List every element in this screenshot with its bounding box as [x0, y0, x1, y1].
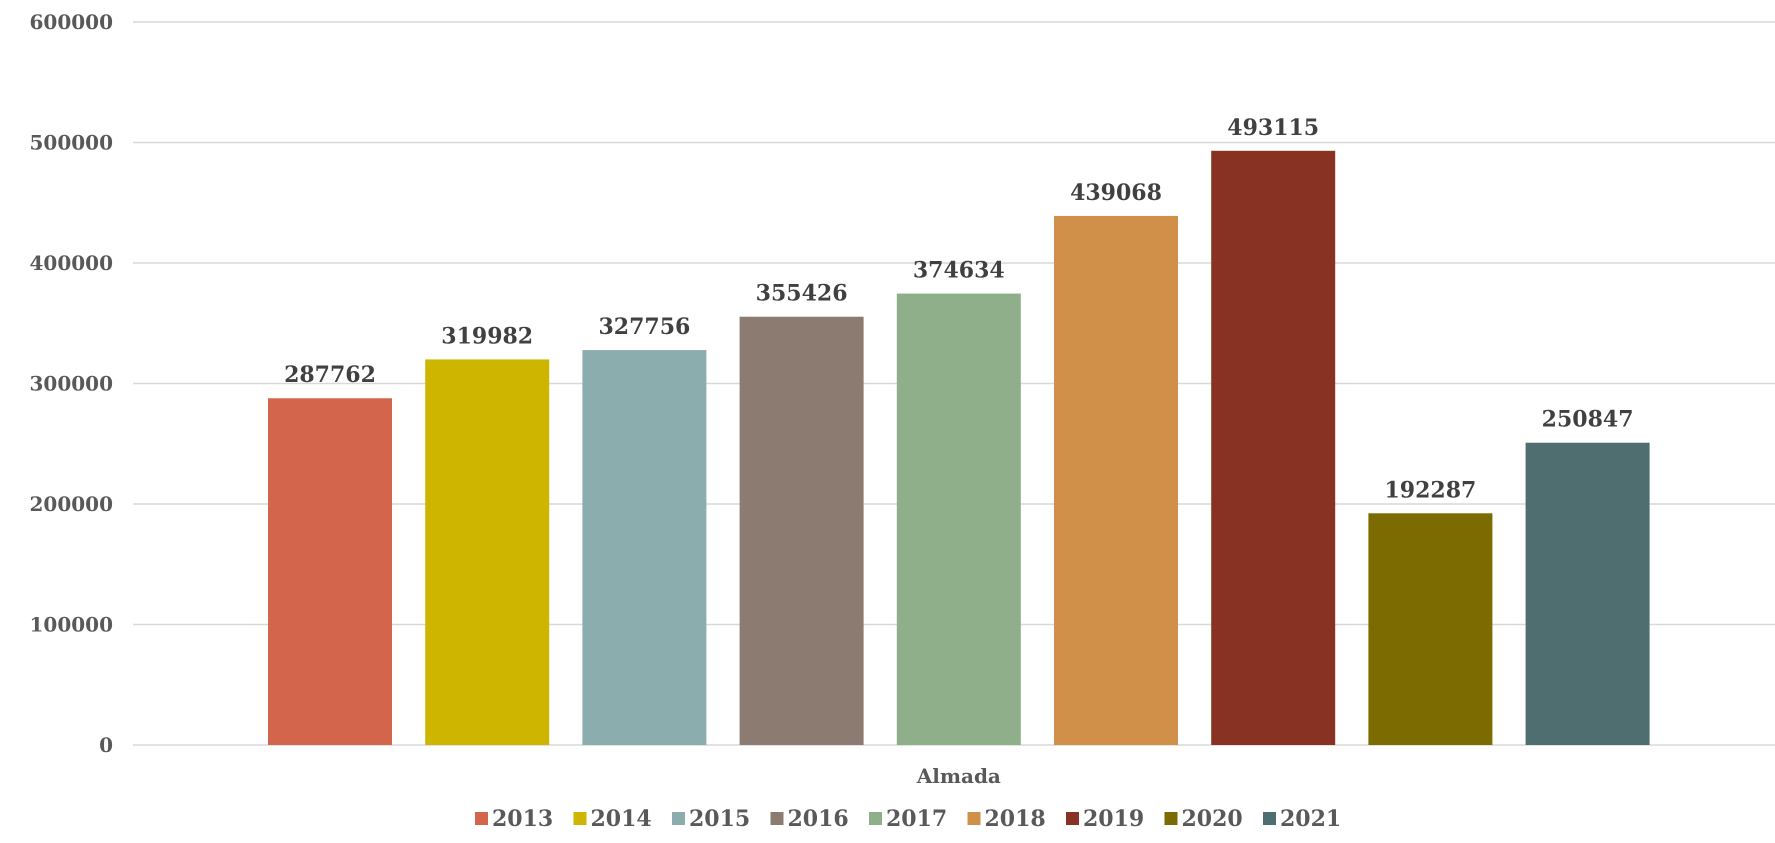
legend-label: 2018	[985, 806, 1046, 832]
data-label: 287762	[284, 362, 376, 388]
data-label: 319982	[441, 323, 533, 349]
data-label: 355426	[756, 281, 848, 307]
legend-swatch-2013	[475, 812, 488, 825]
bar-2013	[268, 398, 392, 745]
data-label: 374634	[913, 258, 1005, 284]
legend-label: 2019	[1083, 806, 1144, 832]
bar-2019	[1211, 150, 1336, 745]
bar-2016	[739, 316, 864, 745]
y-tick-label: 600000	[30, 10, 114, 34]
bar-2015	[582, 350, 707, 745]
bar-2020	[1368, 513, 1493, 745]
data-label: 493115	[1227, 115, 1319, 141]
legend-label: 2015	[689, 806, 750, 832]
y-tick-label: 500000	[30, 131, 114, 155]
legend-label: 2017	[886, 806, 947, 832]
legend-swatch-2016	[770, 812, 784, 825]
y-tick-label: 200000	[30, 492, 114, 516]
legend-swatch-2018	[967, 812, 981, 825]
legend-swatch-2020	[1164, 812, 1178, 825]
legend-swatch-2017	[869, 812, 882, 825]
bar-2014	[425, 359, 550, 745]
data-label: 192287	[1384, 477, 1476, 503]
data-label: 250847	[1542, 407, 1634, 433]
legend-swatch-2015	[672, 812, 685, 825]
y-tick-label: 300000	[30, 372, 114, 396]
bar-2021	[1525, 442, 1650, 745]
y-tick-label: 400000	[30, 251, 114, 275]
y-tick-label: 0	[99, 733, 113, 757]
y-tick-label: 100000	[30, 613, 114, 637]
legend-label: 2014	[591, 806, 652, 832]
legend-swatch-2021	[1263, 812, 1276, 825]
legend-label: 2013	[492, 806, 553, 832]
bar-2017	[896, 293, 1021, 745]
data-label: 439068	[1070, 180, 1162, 206]
legend-label: 2020	[1182, 806, 1243, 832]
data-label: 327756	[598, 314, 690, 340]
x-category-label: Almada	[916, 764, 1001, 788]
legend-swatch-2019	[1066, 812, 1079, 825]
legend-label: 2021	[1280, 806, 1341, 832]
legend-swatch-2014	[573, 812, 587, 825]
bar-2018	[1054, 215, 1178, 745]
legend-label: 2016	[788, 806, 849, 832]
